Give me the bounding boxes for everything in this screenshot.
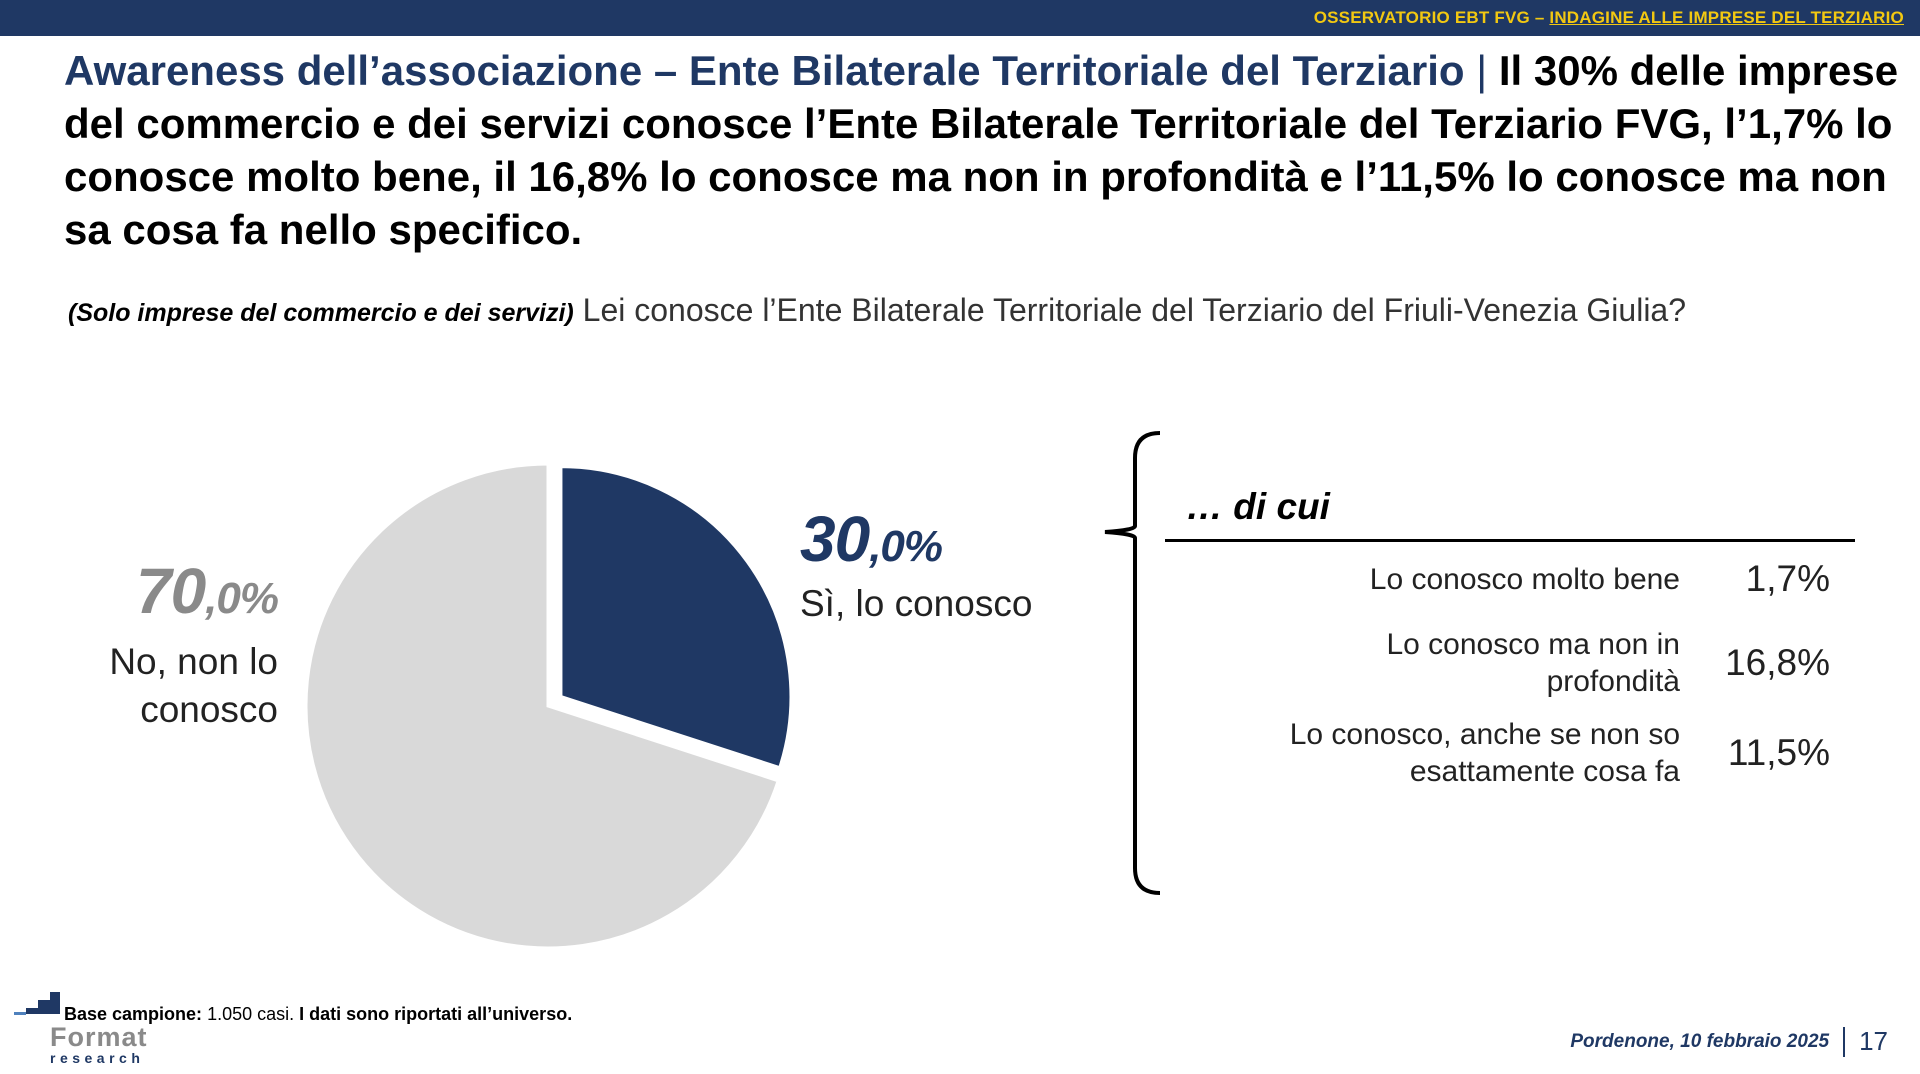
breakdown-divider	[1165, 539, 1855, 542]
breakdown-row-label-line: Lo conosco, anche se non so	[1289, 718, 1680, 751]
footer-date: Pordenone, 10 febbraio 2025	[1570, 1030, 1830, 1052]
breakdown-row-label-line: Lo conosco ma non in	[1386, 628, 1680, 661]
header-link[interactable]: INDAGINE ALLE IMPRESE DEL TERZIARIO	[1549, 8, 1904, 27]
footer-divider	[1843, 1026, 1846, 1057]
logo-text-format: Format	[50, 1022, 148, 1052]
yes-pct-int: 30	[800, 503, 870, 575]
pie-chart	[304, 462, 793, 950]
no-label-text: No, non lo conosco	[109, 638, 278, 734]
header-bar: OSSERVATORIO EBT FVG – INDAGINE ALLE IMP…	[0, 0, 1920, 36]
question-scope: (Solo imprese del commercio e dei serviz…	[68, 299, 574, 327]
header-prefix: OSSERVATORIO EBT FVG –	[1313, 8, 1550, 27]
breakdown-row: Lo conosco, anche se non so esattamente c…	[1160, 716, 1850, 790]
sample-base-note: Base campione: 1.050 casi. I dati sono r…	[64, 1004, 572, 1025]
header-title: OSSERVATORIO EBT FVG – INDAGINE ALLE IMP…	[1314, 8, 1904, 28]
yes-label-text: Sì, lo conosco	[800, 583, 1033, 624]
no-label-line1: No, non lo	[109, 641, 278, 682]
logo-text-research: research	[50, 1050, 144, 1066]
base-value: 1.050 casi.	[207, 1004, 295, 1024]
yes-percentage: 30,0%	[800, 506, 1032, 580]
base-label: Base campione:	[64, 1004, 203, 1024]
no-percentage: 70,0%	[109, 555, 279, 632]
base-note: I dati sono riportati all’universo.	[299, 1004, 573, 1024]
no-pct-int: 70	[135, 555, 206, 627]
breakdown-row: Lo conosco molto bene 1,7%	[1160, 558, 1850, 600]
breakdown-row-label: Lo conosco, anche se non so esattamente c…	[1290, 716, 1680, 790]
breakdown-row-value: 16,8%	[1725, 642, 1830, 683]
question-text: Lei conosce l’Ente Bilaterale Territoria…	[582, 292, 1687, 328]
breakdown-row-label: Lo conosco ma non in profondità	[1386, 626, 1680, 700]
no-label-line2: conosco	[140, 689, 278, 730]
breakdown-row: Lo conosco ma non in profondità 16,8%	[1160, 626, 1850, 700]
pie-slice-no	[304, 462, 781, 950]
yes-slice-label: 30,0% Sì, lo conosco	[800, 506, 1032, 628]
survey-question: (Solo imprese del commercio e dei serviz…	[68, 290, 1808, 334]
breakdown-row-label-line: Lo conosco molto bene	[1369, 562, 1680, 596]
no-slice-label: 70,0% No, non lo conosco	[109, 555, 279, 734]
breakdown-title: … di cui	[1186, 486, 1330, 527]
page-number: 17	[1859, 1026, 1888, 1056]
no-pct-dec: ,0%	[205, 574, 279, 623]
breakdown-row-label-line: esattamente cosa fa	[1409, 755, 1680, 788]
breakdown-row-value: 1,7%	[1745, 558, 1830, 599]
footer-meta: Pordenone, 10 febbraio 2025 17	[1570, 1026, 1888, 1057]
headline-text: Il 30% delle imprese del commercio e dei…	[64, 47, 1899, 253]
headline-separator: |	[1476, 47, 1488, 94]
format-research-logo: Format research	[14, 992, 148, 1066]
pie-slice-yes	[559, 465, 793, 770]
page-headline: Awareness dell’associazione – Ente Bilat…	[64, 44, 1904, 256]
breakdown-row-label: Lo conosco molto bene	[1370, 561, 1680, 598]
yes-pct-dec: ,0%	[869, 522, 943, 571]
curly-brace-icon	[1104, 431, 1160, 895]
breakdown-row-label-line: profondità	[1546, 665, 1680, 698]
headline-accent: Awareness dell’associazione – Ente Bilat…	[64, 47, 1465, 94]
breakdown-row-value: 11,5%	[1727, 732, 1830, 773]
